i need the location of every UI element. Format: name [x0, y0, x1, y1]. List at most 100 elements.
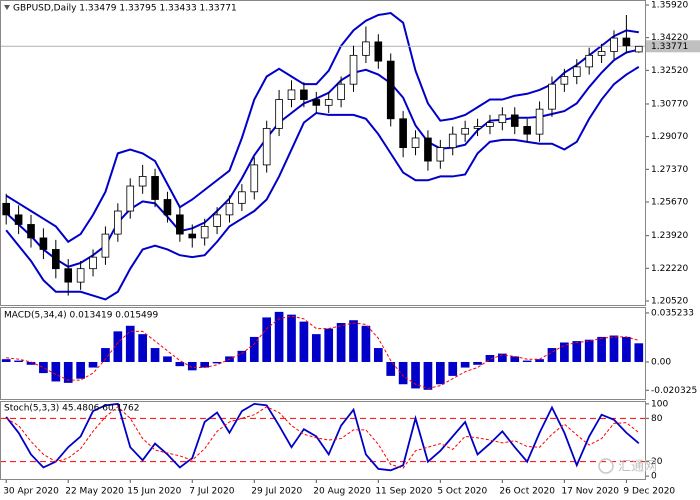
macd-bar — [584, 339, 594, 362]
macd-bar — [175, 361, 185, 367]
macd-bar — [411, 361, 420, 389]
candle-body — [14, 214, 23, 225]
candle-body — [213, 214, 221, 227]
y-tick-label: 1.25670 — [651, 197, 688, 207]
x-tick-label: 26 Oct 2020 — [499, 487, 555, 497]
y-tick-label: 0.00 — [651, 357, 671, 367]
y-tick-label: 1.30770 — [651, 99, 688, 109]
candle-body — [523, 126, 531, 135]
candle-body — [349, 54, 358, 85]
candle-body — [324, 99, 333, 106]
macd-bar — [1, 359, 11, 362]
band-line — [5, 48, 640, 268]
macd-bar — [101, 348, 110, 362]
macd-bar — [498, 353, 507, 362]
macd-bar — [150, 348, 160, 362]
candle-body — [39, 237, 48, 250]
macd-bar — [163, 356, 172, 362]
macd-bar — [622, 336, 631, 362]
y-tick-label: 1.32520 — [651, 66, 688, 76]
candle-body — [399, 118, 407, 148]
y-tick-label: 80 — [651, 414, 663, 424]
x-tick-label: 29 Jul 2020 — [251, 487, 302, 497]
macd-bar — [435, 361, 445, 385]
candle-body — [622, 37, 631, 47]
candle-body — [101, 233, 110, 258]
band-line — [5, 66, 640, 301]
candle-body — [76, 268, 85, 283]
candle-body — [287, 89, 296, 100]
macd-bar — [398, 361, 408, 385]
candle-body — [238, 191, 246, 204]
macd-bar — [212, 361, 222, 364]
band-line — [5, 12, 639, 244]
macd-bar — [535, 359, 544, 362]
candle-body — [275, 99, 283, 129]
macd-bar — [51, 361, 61, 382]
candle-body — [312, 99, 321, 106]
price-title: GBPUSD,Daily 1.33479 1.33795 1.33433 1.3… — [13, 4, 237, 14]
watermark: 汇通网 — [618, 460, 657, 475]
macd-panel-frame — [0, 307, 646, 400]
candle-body — [176, 214, 184, 235]
candle-body — [362, 41, 370, 56]
candle-body — [188, 233, 197, 239]
candle-body — [64, 268, 73, 283]
candle-body — [52, 249, 60, 270]
candle-body — [473, 126, 482, 129]
macd-bar — [14, 360, 23, 362]
macd-bar — [473, 361, 482, 365]
candle-body — [250, 164, 259, 193]
macd-bar — [361, 325, 371, 362]
candle-body — [126, 185, 135, 212]
macd-bar — [113, 331, 123, 362]
macd-bar — [76, 361, 85, 379]
macd-bar — [510, 356, 520, 362]
candle-body — [436, 147, 445, 162]
candle-body — [585, 54, 593, 68]
candle-body — [386, 60, 395, 120]
macd-bar — [386, 361, 396, 376]
macd-bar — [336, 323, 346, 362]
candle-body — [498, 114, 507, 124]
macd-bar — [560, 342, 569, 362]
candle-body — [151, 176, 159, 200]
macd-bar — [26, 361, 36, 365]
macd-bar — [39, 361, 48, 374]
macd-bar — [485, 355, 495, 362]
candle-body — [597, 51, 606, 56]
macd-bar — [287, 314, 296, 362]
symbol-icon — [4, 5, 10, 10]
y-tick-label: 0 — [651, 472, 657, 482]
x-tick-label: 22 May 2020 — [65, 487, 124, 497]
candle-body — [138, 176, 147, 187]
macd-bar — [634, 343, 644, 362]
candle-body — [27, 224, 35, 239]
stoch-main-line — [5, 402, 640, 472]
x-tick-label: 20 Aug 2020 — [313, 487, 371, 497]
candle-body — [548, 83, 556, 110]
candle-body — [411, 137, 420, 148]
last-price-label: 1.33771 — [651, 42, 688, 52]
macd-bar — [609, 335, 619, 362]
y-tick-label: 1.34220 — [651, 33, 688, 43]
macd-bar — [274, 311, 284, 362]
macd-bar — [299, 321, 309, 362]
macd-bar — [262, 317, 272, 362]
signal-line — [6, 315, 639, 389]
y-tick-label: 1.22220 — [651, 264, 688, 274]
candle-body — [610, 37, 618, 52]
macd-bar — [324, 328, 334, 362]
candle-body — [572, 66, 581, 77]
y-tick-label: -0.020325 — [651, 386, 697, 396]
y-tick-label: 0.035233 — [651, 308, 694, 318]
macd-bar — [63, 361, 73, 383]
macd-bar — [249, 336, 259, 362]
macd-bar — [547, 348, 557, 362]
candle-body — [89, 256, 97, 270]
x-tick-label: 7 Jul 2020 — [189, 487, 234, 497]
candle-body — [535, 108, 544, 135]
